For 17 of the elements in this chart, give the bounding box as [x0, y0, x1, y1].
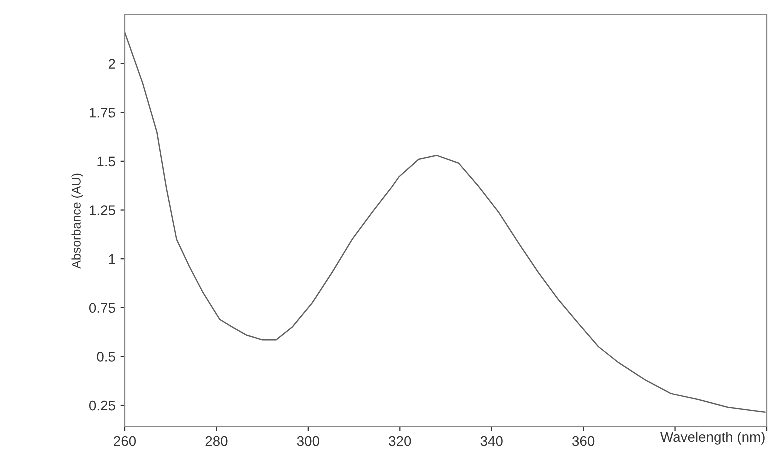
- y-tick-label: 0.75: [89, 303, 116, 314]
- x-tick-label: 280: [206, 436, 228, 446]
- line-series: [125, 32, 766, 413]
- y-tick-label: 1.75: [90, 108, 116, 118]
- y-tick-label: 0.5: [97, 352, 116, 362]
- y-tick-label: 1: [109, 254, 116, 264]
- x-tick-label: 320: [389, 436, 412, 446]
- y-tick-label: 1.25: [90, 206, 116, 216]
- x-tick-label: 360: [572, 436, 595, 446]
- y-axis-title: Absorbance (AU): [72, 174, 84, 269]
- x-tick-label: 300: [297, 436, 320, 446]
- y-tick-label: 1.5: [98, 156, 116, 167]
- y-tick-label: 2: [108, 59, 116, 69]
- x-tick-label: 260: [114, 436, 136, 446]
- x-tick-label: 340: [480, 436, 503, 446]
- x-axis-title: Wavelength (nm): [660, 432, 765, 445]
- y-tick-label: 0.25: [89, 400, 116, 411]
